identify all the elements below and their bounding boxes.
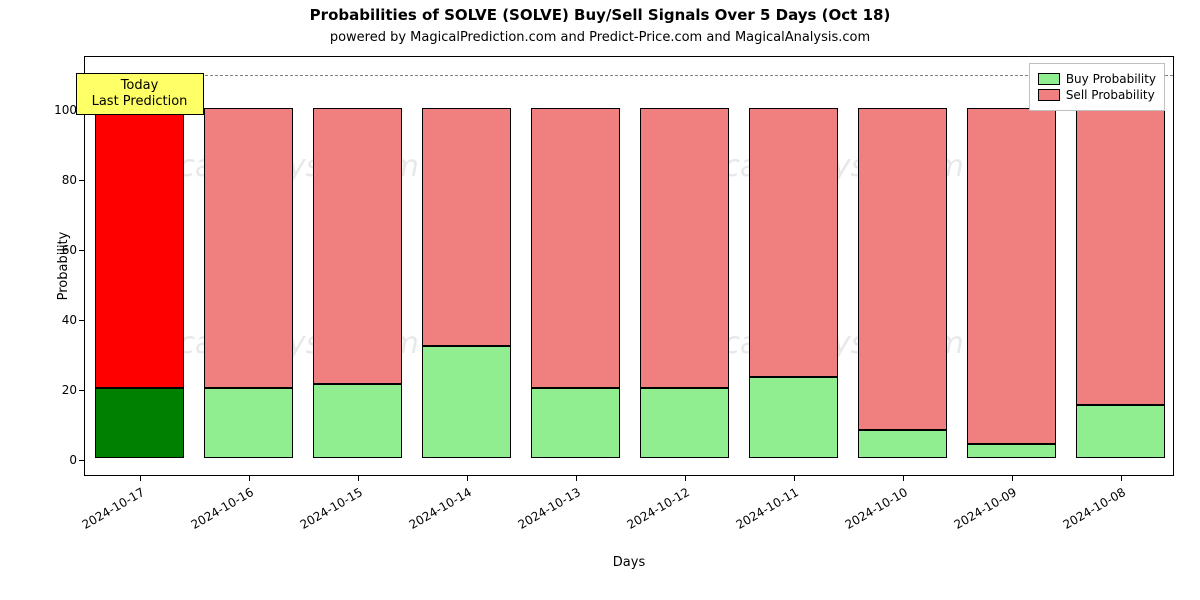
legend-swatch [1038,89,1060,101]
bar-sell [422,108,511,346]
plot-area: Probability Days 020406080100MagicalAnal… [84,56,1174,476]
bar-buy [204,388,293,458]
xtick-label: 2024-10-09 [951,485,1018,532]
bar-buy [749,377,838,458]
bar-buy [531,388,620,458]
xtick-mark [576,475,577,481]
xtick-label: 2024-10-17 [79,485,146,532]
bar-sell [95,108,184,388]
legend: Buy Probability Sell Probability [1029,63,1165,111]
legend-item: Sell Probability [1038,88,1156,102]
bar-buy [422,346,511,458]
legend-label: Buy Probability [1066,72,1156,86]
xtick-mark [1012,475,1013,481]
today-annotation-line: Last Prediction [85,94,195,110]
chart-subtitle: powered by MagicalPrediction.com and Pre… [0,30,1200,45]
xtick-label: 2024-10-13 [515,485,582,532]
ytick-mark [79,180,85,181]
bar-buy [1076,405,1165,458]
xtick-label: 2024-10-12 [624,485,691,532]
legend-item: Buy Probability [1038,72,1156,86]
ytick-mark [79,250,85,251]
ytick-label: 80 [62,173,77,187]
bar-sell [531,108,620,388]
xtick-label: 2024-10-11 [733,485,800,532]
bar-sell [1076,108,1165,406]
xtick-mark [794,475,795,481]
bar-sell [204,108,293,388]
xtick-mark [685,475,686,481]
xtick-mark [249,475,250,481]
xtick-label: 2024-10-10 [842,485,909,532]
bar-sell [313,108,402,385]
today-annotation-line: Today [85,78,195,94]
ytick-label: 40 [62,313,77,327]
ytick-mark [79,390,85,391]
legend-swatch [1038,73,1060,85]
today-annotation: TodayLast Prediction [76,73,204,116]
bar-buy [313,384,402,458]
ytick-label: 20 [62,383,77,397]
xtick-mark [140,475,141,481]
bar-buy [967,444,1056,458]
xtick-mark [1121,475,1122,481]
bar-buy [858,430,947,458]
ytick-mark [79,320,85,321]
bar-sell [858,108,947,430]
xtick-mark [467,475,468,481]
bar-sell [749,108,838,378]
xtick-label: 2024-10-15 [297,485,364,532]
reference-line [85,75,1173,76]
ytick-mark [79,460,85,461]
ytick-label: 100 [54,103,77,117]
bar-buy [640,388,729,458]
xtick-label: 2024-10-14 [406,485,473,532]
xtick-mark [358,475,359,481]
chart-figure: Probabilities of SOLVE (SOLVE) Buy/Sell … [0,0,1200,600]
ytick-label: 60 [62,243,77,257]
ytick-label: 0 [69,453,77,467]
xtick-label: 2024-10-16 [188,485,255,532]
legend-label: Sell Probability [1066,88,1155,102]
xtick-mark [903,475,904,481]
bar-sell [640,108,729,388]
xtick-label: 2024-10-08 [1060,485,1127,532]
bar-buy [95,388,184,458]
bar-sell [967,108,1056,444]
chart-title: Probabilities of SOLVE (SOLVE) Buy/Sell … [0,6,1200,24]
x-axis-label: Days [613,555,645,570]
